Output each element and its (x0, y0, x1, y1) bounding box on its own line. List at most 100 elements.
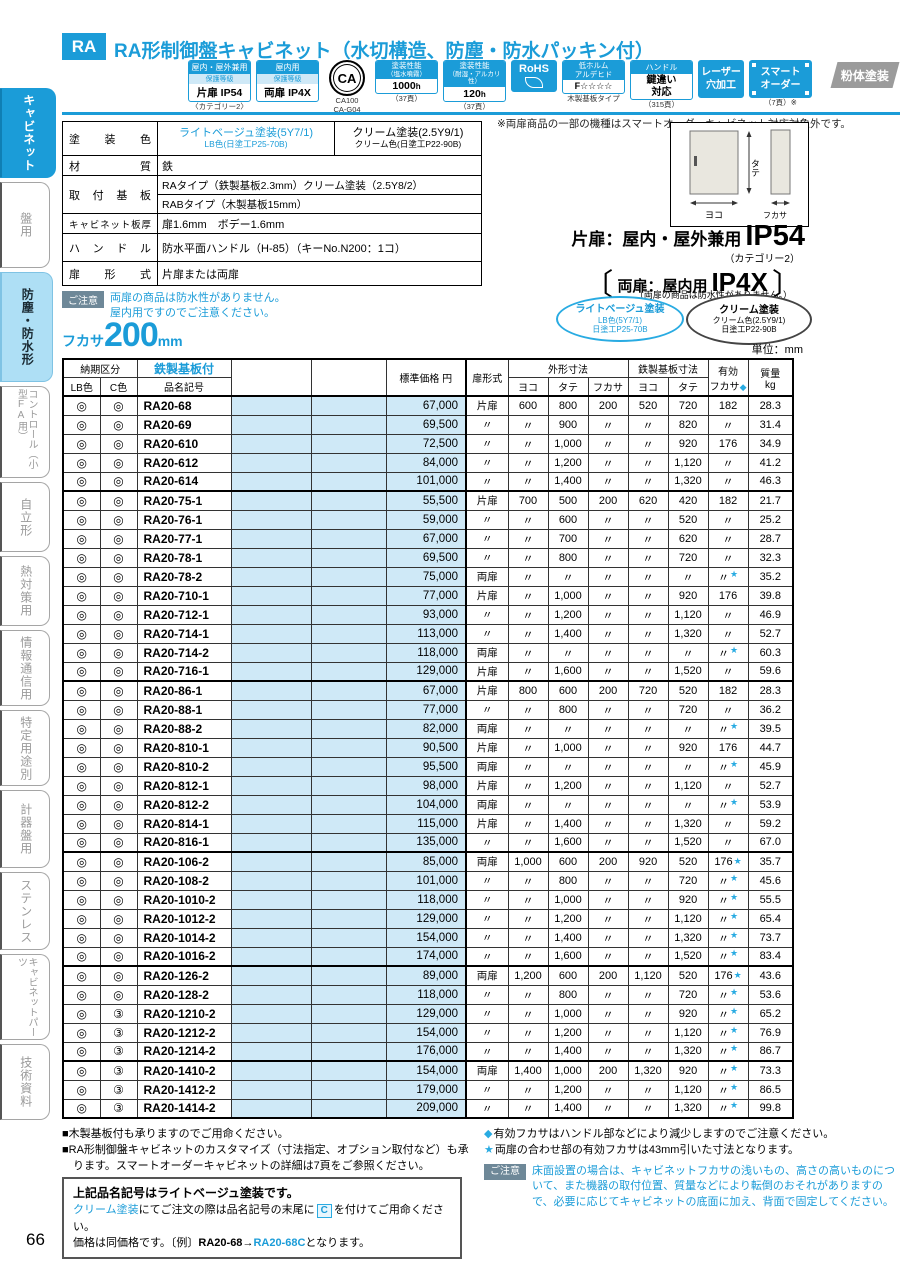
footnote: ★両扉の合わせ部の有効フカサは43mm引いた寸法となります。 (484, 1143, 800, 1156)
sidebar-tab-2[interactable]: 盤用 (0, 182, 50, 268)
product-row-RA20-77-1: ◎ ◎ RA20-77-1 67,000 〃〃 700 〃〃 620 〃 28.7 (62, 528, 794, 549)
product-row-RA20-610: ◎ ◎ RA20-610 72,500 〃〃 1,000 〃〃 920 176 34.9 (62, 433, 794, 454)
spec-paint-cream: クリーム塗装(2.5Y9/1) クリーム色(日塗工P22-90B) (334, 121, 482, 156)
dim-label-tate: タテ (750, 159, 760, 177)
badge-paint-humidity: 塗装性能 （耐湿・アルカリ性） 120h （37頁） (443, 60, 506, 111)
caution-label: ご注意 (484, 1163, 526, 1181)
footer-note: ■RA形制御盤キャビネットのカスタマイズ（寸法指定、オプション取付など）も承りま… (62, 1143, 469, 1172)
product-row-RA20-816-1: ◎ ◎ RA20-816-1 135,000 〃〃 1,600 〃〃 1,520 〃 67.0 (62, 832, 794, 853)
product-row-RA20-614: ◎ ◎ RA20-614 101,000 〃〃 1,400 〃〃 1,320 〃 46.3 (62, 471, 794, 492)
product-row-RA20-1012-2: ◎ ◎ RA20-1012-2 129,000 〃〃 1,200 〃〃 1,120 〃★ 65.4 (62, 908, 794, 929)
badge-laser-hole: レーザー 穴加工 (698, 60, 744, 98)
product-row-RA20-812-2: ◎ ◎ RA20-812-2 104,000 両扉〃〃〃〃〃〃★ 53.9 (62, 794, 794, 815)
ip54-rating: 片扉：屋内・屋外兼用 IP54 (571, 220, 805, 252)
product-row-RA20-75-1: ◎ ◎ RA20-75-1 55,500 片扉 700 500 200 620 420 182 21.… (62, 490, 794, 511)
col-c: C色 (99, 377, 138, 397)
sidebar-tab-8[interactable]: 特定用途別 (0, 710, 50, 786)
badge-indoor-ip4x: 屋内用 保護等級 両扉 IP4X (256, 60, 319, 102)
product-row-RA20-126-2: ◎ ◎ RA20-126-2 89,000 両扉 1,200 600 200 1,120 520 1… (62, 965, 794, 986)
spec-base-ra: RAタイプ（鉄製基板2.3mm）クリーム塗装（2.5Y8/2） (157, 175, 482, 195)
spec-label: 塗 装 色 (62, 121, 158, 156)
col-outer-dims: 外形寸法 (507, 358, 629, 378)
sidebar: キャビネット 盤用 防塵・防水形 コントロール（小型FA用） 自立形 熱対策用 情報通信用特… (0, 88, 58, 1120)
product-row-RA20-810-2: ◎ ◎ RA20-810-2 95,500 両扉〃〃〃〃〃〃★ 45.9 (62, 756, 794, 777)
product-row-RA20-68: ◎ ◎ RA20-68 67,000 片扉 600 800 200 520 720 182 28.3 (62, 395, 794, 416)
product-row-RA20-1412-2: ◎ ③ RA20-1412-2 179,000 〃〃 1,200 〃〃 1,120 〃★ 86.5 (62, 1079, 794, 1100)
spec-material: 鉄 (157, 155, 482, 176)
sidebar-tab-5[interactable]: 自立形 (0, 482, 50, 552)
sidebar-tab-9[interactable]: 計器盤用 (0, 790, 50, 868)
spec-label: ハ ン ド ル (62, 233, 158, 262)
sidebar-tab-1[interactable]: キャビネット (0, 88, 56, 178)
order-note-box: 上記品名記号はライトベージュ塗装です。 クリーム塗装にてご注文の際は品名記号の末… (62, 1177, 462, 1259)
col-code: 品名記号 (136, 377, 232, 397)
badge-ca-mark: CA CA100 CA-G04 (324, 60, 370, 114)
col-eff-depth: 有効 フカサ◆ (707, 358, 749, 397)
product-row-RA20-710-1: ◎ ◎ RA20-710-1 77,000 片扉〃 1,000 〃〃 920 176 39.8 (62, 585, 794, 606)
product-row-RA20-69: ◎ ◎ RA20-69 69,500 〃〃 900 〃〃 820 〃 31.4 (62, 414, 794, 435)
product-row-RA20-108-2: ◎ ◎ RA20-108-2 101,000 〃〃 800 〃〃 720 〃★ 45.6 (62, 870, 794, 891)
header-divider (62, 112, 900, 115)
product-row-RA20-76-1: ◎ ◎ RA20-76-1 59,000 〃〃 600 〃〃 520 〃 25.2 (62, 509, 794, 530)
caution-label: ご注意 (62, 291, 104, 308)
product-row-RA20-78-1: ◎ ◎ RA20-78-1 69,500 〃〃 800 〃〃 720 〃 32.3 (62, 547, 794, 568)
sidebar-tab-6[interactable]: 熱対策用 (0, 556, 50, 626)
spec-base-rab: RABタイプ（木製基板15mm） (157, 194, 482, 214)
product-row-RA20-716-1: ◎ ◎ RA20-716-1 129,000 片扉〃 1,600 〃〃 1,520 〃 59.6 (62, 661, 794, 682)
spec-thickness: 扉1.6mm ボデー1.6mm (157, 213, 482, 234)
product-row-RA20-86-1: ◎ ◎ RA20-86-1 67,000 片扉 800 600 200 720 520 182 28.… (62, 680, 794, 701)
col-yoko: ヨコ (507, 377, 549, 397)
spec-label: 材 質 (62, 155, 158, 176)
sidebar-tab-3[interactable]: 防塵・防水形 (0, 272, 53, 382)
badge-rohs: RoHS (511, 60, 557, 92)
product-row-RA20-1010-2: ◎ ◎ RA20-1010-2 118,000 〃〃 1,000 〃〃 920 〃★ 55.5 (62, 889, 794, 910)
product-row-RA20-78-2: ◎ ◎ RA20-78-2 75,000 両扉〃〃〃〃〃〃★ 35.2 (62, 566, 794, 587)
ip4x-rating: 〔 両扉：屋内用 IP4X 〕 (583, 267, 802, 302)
product-row-RA20-810-1: ◎ ◎ RA20-810-1 90,500 片扉〃 1,000 〃〃 920 176 44.7 (62, 737, 794, 758)
sidebar-tab-4[interactable]: コントロール（小型FA用） (0, 386, 50, 478)
col-price: 標準価格 円 (385, 358, 467, 397)
col-tate: タテ (547, 377, 589, 397)
product-row-RA20-1016-2: ◎ ◎ RA20-1016-2 174,000 〃〃 1,600 〃〃 1,520 〃★ 83.4 (62, 946, 794, 967)
powder-coating-badge: 粉体塗装 (830, 62, 900, 88)
col-blank2 (310, 358, 387, 397)
badge-row: 屋内・屋外兼用 保護等級 片扉 IP54 〈カテゴリー2〉 屋内用 保護等級 両扉 IP4X… (188, 60, 812, 114)
badge-smart-order: スマート オーダー （7頁）※ (749, 60, 812, 108)
sidebar-tab-12[interactable]: 技術資料 (0, 1044, 50, 1120)
sidebar-tab-7[interactable]: 情報通信用 (0, 630, 50, 706)
badge-handle-key: ハンドル 鍵違い 対応 （315頁） (630, 60, 693, 110)
product-row-RA20-712-1: ◎ ◎ RA20-712-1 93,000 〃〃 1,200 〃〃 1,120 〃 46.9 (62, 604, 794, 625)
product-row-RA20-814-1: ◎ ◎ RA20-814-1 115,000 片扉〃 1,400 〃〃 1,320 〃 59.2 (62, 813, 794, 834)
product-row-RA20-812-1: ◎ ◎ RA20-812-1 98,000 片扉〃 1,200 〃〃 1,120 〃 52.7 (62, 775, 794, 796)
cabinet-diagram-svg: タテ ヨコ フカサ (689, 129, 791, 220)
product-row-RA20-1210-2: ◎ ③ RA20-1210-2 129,000 〃〃 1,000 〃〃 920 〃★ 65.2 (62, 1003, 794, 1024)
spec-label: 取 付 基 板 (62, 175, 158, 214)
page-title: RA形制御盤キャビネット（水切構造、防塵・防水パッキン付） (114, 41, 654, 62)
page-number: 66 (26, 1230, 45, 1249)
color-oval-cream: クリーム塗装 クリーム色(2.5Y9/1) 日塗工P22-90B (686, 294, 812, 345)
spec-table: 塗 装 色 ライトベージュ塗装(5Y7/1) LB色(日塗工P25-70B) クリ… (62, 121, 482, 286)
product-row-RA20-612: ◎ ◎ RA20-612 84,000 〃〃 1,200 〃〃 1,120 〃 41.2 (62, 452, 794, 473)
sidebar-tab-10[interactable]: ステンレス (0, 872, 50, 950)
unit-note: 単位：mm (751, 344, 803, 356)
col-blank1 (230, 358, 312, 397)
col-fukasa: フカサ (587, 377, 629, 397)
depth-heading: フカサ 200 mm (62, 316, 183, 354)
col-lb: LB色 (62, 377, 101, 397)
col-steel-base: 鉄製基板付 (136, 358, 232, 378)
cabinet-front-view (689, 130, 739, 195)
product-row-RA20-1212-2: ◎ ③ RA20-1212-2 154,000 〃〃 1,200 〃〃 1,120 〃★ 76.9 (62, 1022, 794, 1043)
product-row-RA20-714-1: ◎ ◎ RA20-714-1 113,000 〃〃 1,400 〃〃 1,320 〃 52.7 (62, 623, 794, 644)
badge-paint-salt-spray: 塗装性能 （塩水噴霧） 1000h （37頁） (375, 60, 438, 104)
dim-label-fukasa: フカサ (763, 211, 787, 220)
col-delivery: 納期区分 (62, 358, 138, 378)
spec-caution: ご注意 両扉の商品は防水性がありません。 屋内用ですのでご注意ください。 (62, 291, 286, 321)
spec-handle: 防水平面ハンドル（H-85）（キーNo.N200：1コ） (157, 233, 482, 262)
product-table: 納期区分 鉄製基板付 標準価格 円 扉形式 外形寸法 鉄製基板寸法 有効 フカサ… (62, 358, 795, 1119)
badge-indoor-outdoor-ip54: 屋内・屋外兼用 保護等級 片扉 IP54 〈カテゴリー2〉 (188, 60, 251, 112)
footer-note: ■木製基板付も承りますのでご用命ください。 (62, 1128, 289, 1140)
spec-label: キャビネット板厚 (62, 213, 158, 234)
badge-low-formaldehyde: 低ホルム アルデヒド F☆☆☆☆ 木製基板タイプ (562, 60, 625, 104)
sidebar-tab-11[interactable]: キャビネットパーツ (0, 954, 50, 1040)
